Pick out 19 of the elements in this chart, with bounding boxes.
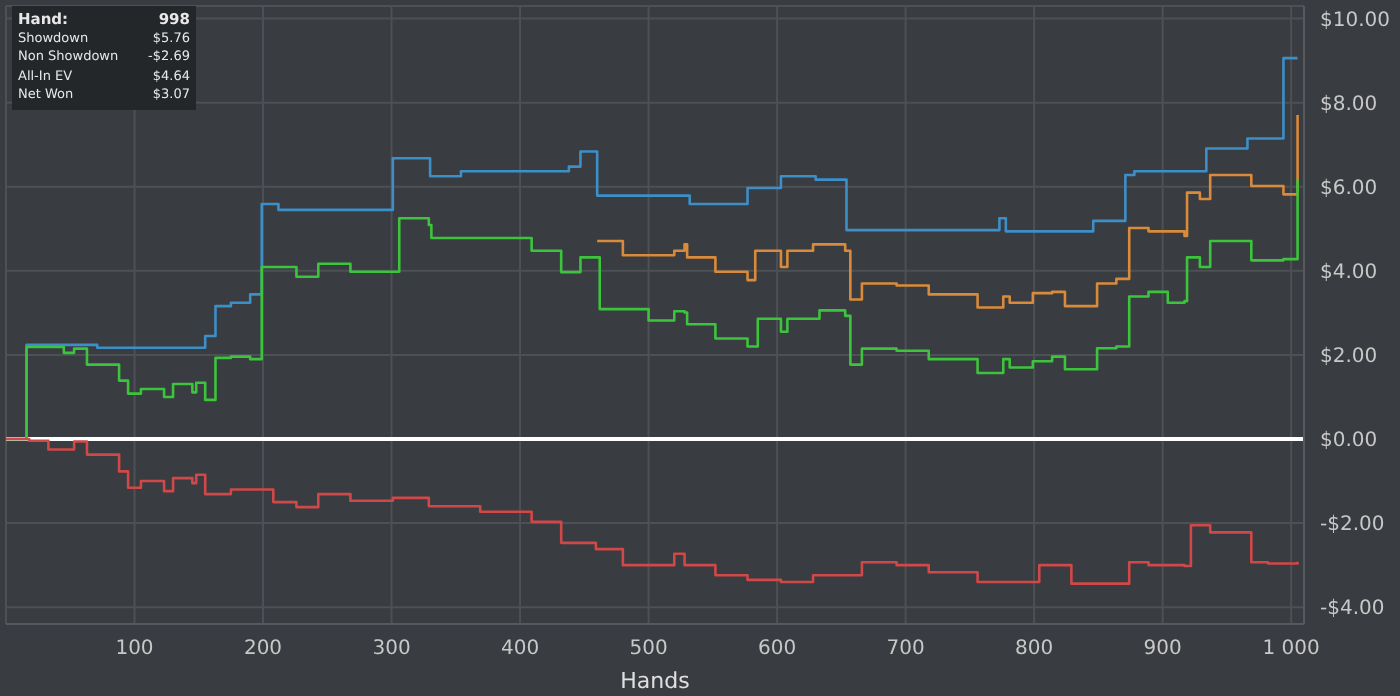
y-tick-label: $4.00 — [1320, 261, 1378, 284]
x-tick-label: 900 — [1143, 638, 1182, 661]
y-tick-label: -$2.00 — [1320, 514, 1385, 537]
y-tick-label: $0.00 — [1320, 430, 1378, 453]
y-tick-label: $8.00 — [1320, 93, 1378, 116]
x-tick-label: 100 — [115, 638, 154, 661]
y-tick-label: $2.00 — [1320, 346, 1378, 369]
y-tick-label: $6.00 — [1320, 177, 1378, 200]
x-tick-label: 700 — [886, 638, 925, 661]
x-tick-label: 800 — [1015, 638, 1054, 661]
y-tick-label: -$4.00 — [1320, 598, 1385, 621]
x-tick-label: 600 — [758, 638, 797, 661]
x-tick-label: 1 000 — [1262, 638, 1320, 661]
x-tick-label: 300 — [372, 638, 411, 661]
x-tick-label: 500 — [629, 638, 668, 661]
y-tick-label: $10.00 — [1320, 9, 1390, 32]
x-tick-label: 400 — [500, 638, 540, 661]
x-tick-label: 200 — [243, 638, 283, 661]
x-axis-title: Hands — [620, 668, 691, 694]
